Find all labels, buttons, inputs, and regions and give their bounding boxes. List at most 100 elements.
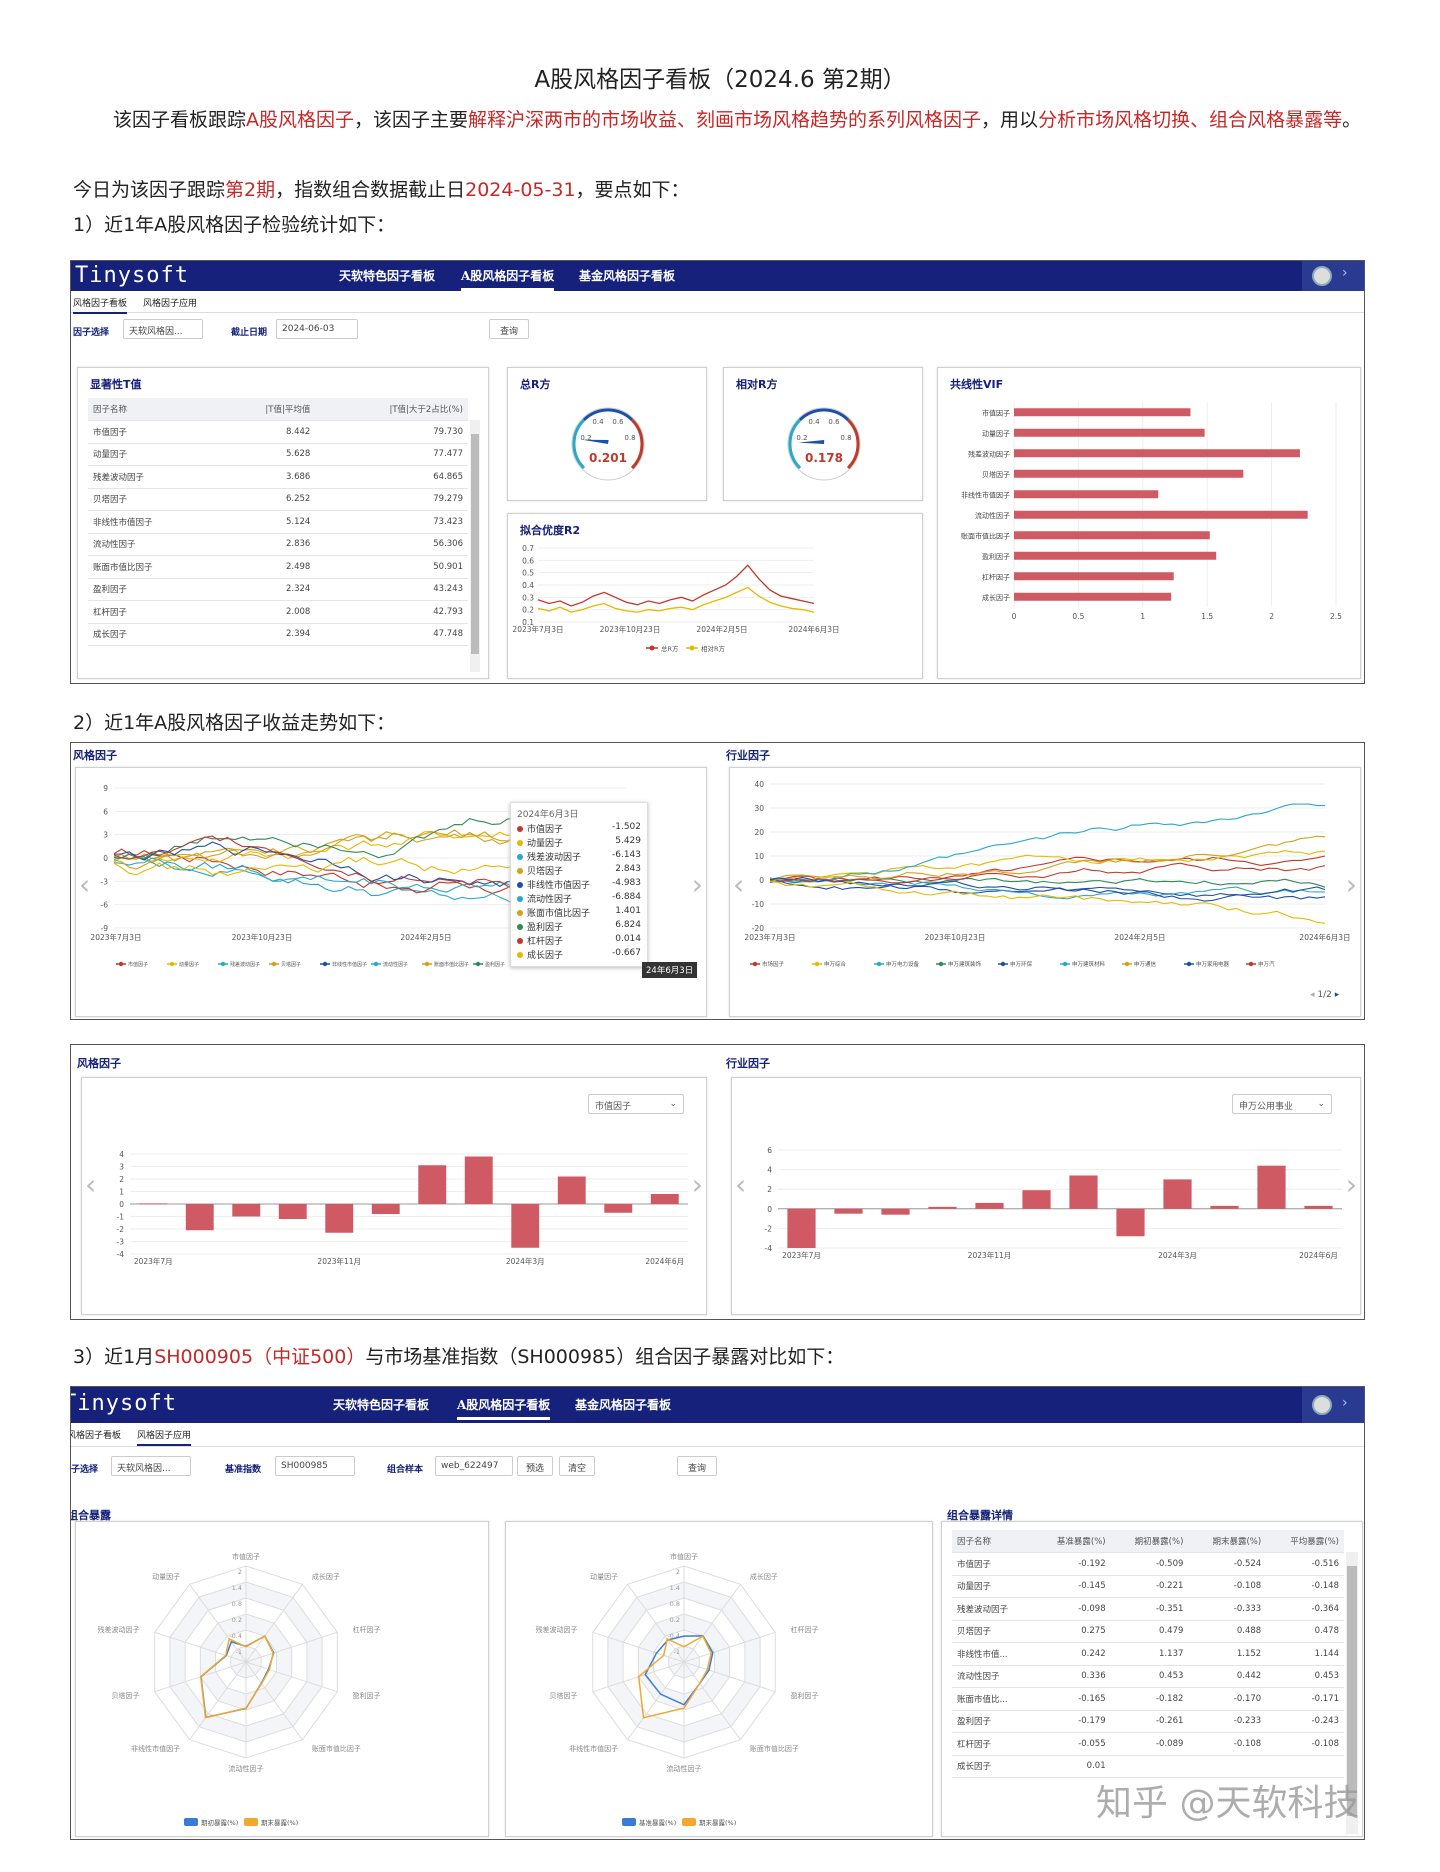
table-row[interactable]: 动量因子 5.628 77.477: [88, 443, 468, 466]
subtab-board[interactable]: 风格因子看板: [73, 296, 128, 314]
table-row[interactable]: 贝塔因子 0.275 0.479 0.488 0.478: [952, 1620, 1344, 1643]
legend-label[interactable]: 总R方: [661, 644, 679, 653]
vif-bar[interactable]: [1014, 572, 1174, 581]
subtab-application[interactable]: 风格因子应用: [143, 299, 198, 309]
bar[interactable]: [604, 1204, 633, 1213]
legend-label[interactable]: 流动性因子: [383, 961, 408, 968]
table-row[interactable]: 盈利因子 -0.179 -0.261 -0.233 -0.243: [952, 1710, 1344, 1733]
nav-tab-special[interactable]: 天软特色因子看板: [339, 269, 436, 283]
vif-bar[interactable]: [1014, 490, 1159, 499]
bar[interactable]: [278, 1204, 307, 1219]
table-row[interactable]: 动量因子 -0.145 -0.221 -0.108 -0.148: [952, 1575, 1344, 1598]
detail-scrollbar[interactable]: [1346, 1552, 1358, 1834]
table-row[interactable]: 账面市值比... -0.165 -0.182 -0.170 -0.171: [952, 1687, 1344, 1711]
factor-select[interactable]: 天软风格因...: [111, 1456, 191, 1476]
table-row[interactable]: 非线性市值因子 5.124 73.423: [88, 510, 468, 534]
legend-label[interactable]: 申万建筑装饰: [948, 960, 982, 968]
bar[interactable]: [1210, 1205, 1239, 1209]
vif-bar[interactable]: [1014, 510, 1308, 519]
query-button[interactable]: 查询: [677, 1456, 717, 1476]
legend-label[interactable]: 基准暴露(%): [639, 1818, 676, 1827]
table-row[interactable]: 贝塔因子 6.252 79.279: [88, 488, 468, 511]
bar[interactable]: [1163, 1179, 1192, 1209]
bar[interactable]: [928, 1206, 957, 1209]
avatar[interactable]: [1312, 1395, 1332, 1415]
legend-label[interactable]: 盈利因子: [485, 961, 505, 968]
bar[interactable]: [185, 1204, 214, 1231]
table-row[interactable]: 市值因子 -0.192 -0.509 -0.524 -0.516: [952, 1552, 1344, 1576]
table-row[interactable]: 市值因子 8.442 79.730: [88, 420, 468, 444]
benchmark-input[interactable]: SH000985: [275, 1456, 355, 1476]
legend-label[interactable]: 申万综合: [824, 960, 847, 968]
bar[interactable]: [881, 1208, 910, 1215]
date-input[interactable]: 2024-06-03: [276, 319, 358, 339]
bar[interactable]: [1069, 1175, 1098, 1209]
user-menu[interactable]: ›: [1302, 261, 1364, 291]
legend-label[interactable]: 申万电力设备: [886, 960, 920, 968]
table-row[interactable]: 流动性因子 2.836 56.306: [88, 533, 468, 556]
table-row[interactable]: 盈利因子 2.324 43.243: [88, 578, 468, 601]
vif-bar[interactable]: [1014, 592, 1172, 601]
vif-bar[interactable]: [1014, 408, 1191, 417]
bar[interactable]: [557, 1176, 586, 1205]
legend-label[interactable]: 期末暴露(%): [699, 1818, 736, 1827]
legend-label[interactable]: 期初暴露(%): [201, 1818, 238, 1827]
prev-arrow-icon[interactable]: ‹: [735, 1168, 747, 1201]
legend-label[interactable]: 非线性市值因子: [332, 961, 367, 968]
legend-label[interactable]: 账面市值比因子: [434, 961, 469, 968]
nav-tab-fund[interactable]: 基金风格因子看板: [575, 1398, 672, 1412]
legend-label[interactable]: 相对R方: [701, 644, 726, 653]
factor-select[interactable]: 天软风格因...: [123, 319, 203, 339]
vif-bar[interactable]: [1014, 469, 1244, 478]
bar[interactable]: [975, 1202, 1004, 1209]
vif-bar[interactable]: [1014, 428, 1205, 437]
prev-arrow-icon[interactable]: ‹: [85, 1168, 97, 1201]
bar[interactable]: [371, 1204, 400, 1214]
user-menu[interactable]: ›: [1302, 1387, 1364, 1423]
preview-button[interactable]: 预选: [517, 1456, 553, 1476]
chevron-right-icon[interactable]: ›: [1342, 1395, 1348, 1411]
bar[interactable]: [650, 1194, 679, 1204]
legend-label[interactable]: 申万通信: [1134, 960, 1157, 968]
sample-input[interactable]: web_622497: [435, 1456, 513, 1476]
nav-tab-special[interactable]: 天软特色因子看板: [333, 1398, 430, 1412]
tvalue-scrollbar[interactable]: [470, 420, 480, 672]
table-row[interactable]: 非线性市值... 0.242 1.137 1.152 1.144: [952, 1642, 1344, 1666]
bar[interactable]: [232, 1204, 261, 1217]
subtab-board[interactable]: 风格因子看板: [70, 1431, 122, 1441]
next-arrow-icon[interactable]: ›: [691, 1168, 703, 1201]
bar[interactable]: [418, 1165, 447, 1204]
prev-arrow-icon[interactable]: ‹: [79, 868, 91, 901]
vif-bar[interactable]: [1014, 449, 1300, 458]
legend-label[interactable]: 申万环保: [1010, 960, 1033, 968]
legend-pager[interactable]: ◂ 1/2 ▸: [1310, 990, 1340, 1000]
clear-button[interactable]: 清空: [559, 1456, 595, 1476]
table-row[interactable]: 杠杆因子 -0.055 -0.089 -0.108 -0.108: [952, 1732, 1344, 1756]
table-row[interactable]: 账面市值比因子 2.498 50.901: [88, 555, 468, 579]
bar[interactable]: [1022, 1190, 1051, 1209]
nav-tab-a-share[interactable]: A股风格因子看板: [461, 267, 555, 291]
prev-arrow-icon[interactable]: ‹: [733, 868, 745, 901]
bar[interactable]: [1257, 1165, 1286, 1209]
legend-label[interactable]: 申万汽: [1258, 960, 1275, 968]
legend-label[interactable]: 市场因子: [762, 960, 785, 968]
bar[interactable]: [834, 1208, 863, 1214]
legend-label[interactable]: 申万家用电器: [1196, 960, 1230, 968]
industry-dropdown[interactable]: 申万公用事业 ⌄: [1232, 1094, 1332, 1114]
style-factor-dropdown[interactable]: 市值因子 ⌄: [588, 1094, 684, 1114]
query-button[interactable]: 查询: [489, 319, 529, 339]
legend-label[interactable]: 残差波动因子: [230, 961, 260, 968]
nav-tab-fund[interactable]: 基金风格因子看板: [579, 269, 676, 283]
chevron-right-icon[interactable]: ›: [1342, 265, 1348, 281]
bar[interactable]: [1116, 1208, 1145, 1237]
avatar[interactable]: [1312, 266, 1332, 286]
table-row[interactable]: 残差波动因子 3.686 64.865: [88, 465, 468, 489]
bar[interactable]: [1304, 1205, 1333, 1209]
subtab-application[interactable]: 风格因子应用: [137, 1428, 192, 1446]
bar[interactable]: [139, 1203, 168, 1205]
vif-bar[interactable]: [1014, 551, 1217, 560]
legend-label[interactable]: 动量因子: [179, 961, 199, 968]
nav-tab-a-share[interactable]: A股风格因子看板: [457, 1396, 551, 1420]
bar[interactable]: [325, 1204, 354, 1233]
legend-label[interactable]: 期末暴露(%): [261, 1818, 298, 1827]
